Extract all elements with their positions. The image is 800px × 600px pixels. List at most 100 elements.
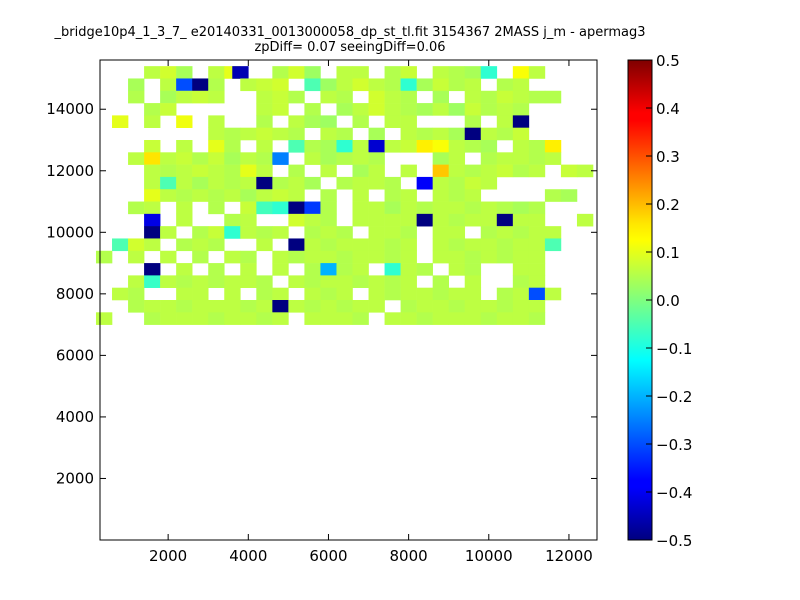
heatmap-cell <box>240 275 257 288</box>
heatmap-cell <box>144 103 161 116</box>
heatmap-cell <box>400 78 417 92</box>
heatmap-cell <box>464 189 482 202</box>
heatmap-cell <box>480 66 498 79</box>
heatmap-cell <box>480 152 498 165</box>
heatmap-cell <box>208 66 225 79</box>
heatmap-cell <box>400 213 417 227</box>
heatmap-cell <box>400 263 417 276</box>
heatmap-cell <box>512 263 530 276</box>
heatmap-cell <box>144 189 161 202</box>
heatmap-cell <box>512 201 530 215</box>
heatmap-cell <box>352 312 369 325</box>
heatmap-cell <box>192 152 209 165</box>
heatmap-cell <box>160 275 177 288</box>
heatmap-cell <box>432 238 449 252</box>
heatmap-cell <box>448 127 466 141</box>
heatmap-cell <box>448 66 466 79</box>
heatmap-cell <box>272 250 289 264</box>
heatmap-cell <box>160 164 177 178</box>
heatmap-cell <box>320 287 337 301</box>
heatmap-cell <box>336 176 353 190</box>
heatmap-cell <box>128 152 145 165</box>
x-tick-label: 12000 <box>545 547 593 565</box>
heatmap-cell <box>480 201 498 215</box>
colorbar-tick-label: 0.5 <box>656 52 680 70</box>
heatmap-cell <box>320 115 337 128</box>
x-tick-label: 2000 <box>149 547 187 565</box>
heatmap-cell <box>480 213 498 227</box>
heatmap-cell <box>208 78 225 92</box>
heatmap-cell <box>320 189 337 202</box>
heatmap-cell <box>496 152 514 165</box>
chart-subtitle: zpDiff= 0.07 seeingDiff=0.06 <box>254 40 446 55</box>
heatmap-cell <box>352 250 369 264</box>
heatmap-cell <box>448 189 466 202</box>
heatmap-cell <box>176 66 193 79</box>
heatmap-cell <box>144 300 161 313</box>
heatmap-cell <box>112 287 129 301</box>
heatmap-cell <box>368 164 385 178</box>
heatmap-cell <box>528 312 546 325</box>
heatmap-cell <box>448 238 466 252</box>
heatmap-cell <box>128 201 145 215</box>
heatmap-cell <box>320 201 337 215</box>
heatmap-cell <box>176 238 193 252</box>
heatmap-cell <box>480 250 498 264</box>
heatmap-cell <box>240 312 257 325</box>
heatmap-cell <box>416 287 433 301</box>
heatmap-cell <box>144 176 161 190</box>
heatmap-cell <box>528 275 546 288</box>
heatmap-cell <box>544 238 562 252</box>
heatmap-cell <box>464 78 482 92</box>
heatmap-cell <box>480 226 498 239</box>
colorbar-tick-label: −0.1 <box>656 340 692 358</box>
heatmap-cell <box>336 78 353 92</box>
heatmap-cell <box>512 78 530 92</box>
heatmap-cell <box>496 127 514 141</box>
heatmap-cell <box>352 238 369 252</box>
heatmap-cell <box>512 152 530 165</box>
heatmap-cell <box>240 189 257 202</box>
heatmap-cell <box>176 176 193 190</box>
heatmap-cell <box>256 115 273 128</box>
heatmap-cell <box>544 189 562 202</box>
heatmap-cell <box>480 103 498 116</box>
heatmap-cell <box>320 275 337 288</box>
heatmap-cell <box>192 189 209 202</box>
heatmap-cell <box>512 164 530 178</box>
heatmap-cell <box>416 140 433 153</box>
heatmap-cell <box>272 78 289 92</box>
heatmap-cell <box>272 152 289 165</box>
colorbar-tick-label: 0.3 <box>656 148 680 166</box>
heatmap-cell <box>160 90 177 104</box>
heatmap-cell <box>384 238 401 252</box>
heatmap-cell <box>528 66 546 79</box>
heatmap-cell <box>464 238 482 252</box>
heatmap-cell <box>95 250 113 264</box>
colorbar-tick-label: 0.2 <box>656 196 680 214</box>
heatmap-cell <box>400 115 417 128</box>
heatmap-cell <box>128 300 145 313</box>
heatmap-cell <box>176 201 193 215</box>
heatmap-cell <box>416 213 433 227</box>
heatmap-cell <box>304 66 321 79</box>
heatmap-cell <box>224 127 241 141</box>
heatmap-cell <box>432 213 449 227</box>
heatmap-cell <box>368 287 385 301</box>
heatmap-cell <box>464 312 482 325</box>
heatmap-cell <box>416 300 433 313</box>
y-tick-label: 10000 <box>46 223 94 241</box>
heatmap-cell <box>272 226 289 239</box>
heatmap-cell <box>320 127 337 141</box>
heatmap-cell <box>352 300 369 313</box>
heatmap-cell <box>208 263 225 276</box>
heatmap-cell <box>224 152 241 165</box>
heatmap-cell <box>112 238 129 252</box>
heatmap-cell <box>256 78 273 92</box>
heatmap-cell <box>352 189 369 202</box>
heatmap-cell <box>95 312 113 325</box>
heatmap-cell <box>144 66 161 79</box>
heatmap-cell <box>352 78 369 92</box>
heatmap-cell <box>496 115 514 128</box>
